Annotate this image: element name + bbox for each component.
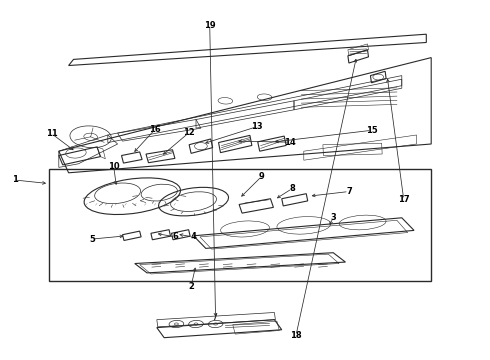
Text: 16: 16	[149, 125, 161, 134]
Text: 9: 9	[259, 172, 265, 181]
Text: 11: 11	[46, 129, 58, 138]
Text: 19: 19	[204, 21, 216, 30]
Text: 5: 5	[89, 235, 95, 243]
Text: 6: 6	[172, 233, 178, 241]
Text: 12: 12	[183, 128, 195, 137]
Bar	[323, 143, 382, 156]
Text: 17: 17	[398, 195, 410, 204]
Text: 3: 3	[330, 213, 336, 222]
Text: 4: 4	[190, 233, 196, 241]
Text: 2: 2	[188, 282, 194, 291]
Text: 10: 10	[108, 162, 120, 171]
Text: 1: 1	[12, 175, 18, 184]
Text: 13: 13	[251, 122, 263, 131]
Text: 14: 14	[284, 138, 296, 147]
Text: 15: 15	[366, 126, 377, 135]
Text: 18: 18	[290, 331, 302, 340]
Text: 8: 8	[289, 184, 295, 193]
Bar	[49, 169, 431, 281]
Text: 7: 7	[346, 187, 352, 196]
